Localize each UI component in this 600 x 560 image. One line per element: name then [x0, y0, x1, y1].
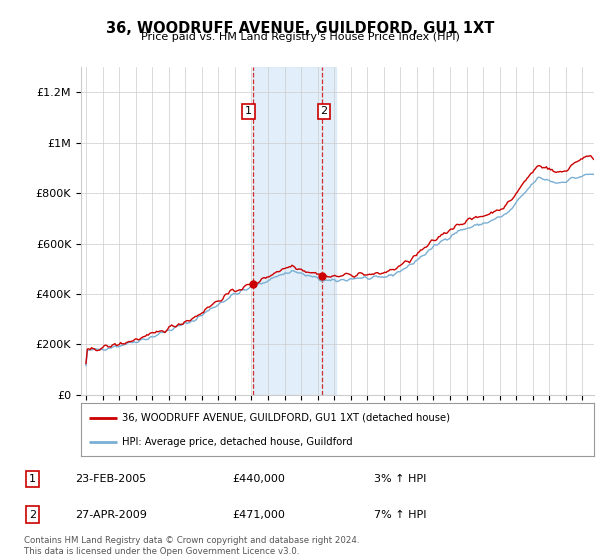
Bar — [253, 67, 335, 395]
Text: Contains HM Land Registry data © Crown copyright and database right 2024.
This d: Contains HM Land Registry data © Crown c… — [24, 536, 359, 556]
Text: £471,000: £471,000 — [233, 510, 286, 520]
Text: £440,000: £440,000 — [233, 474, 286, 484]
Text: 1: 1 — [245, 106, 252, 116]
Text: 3% ↑ HPI: 3% ↑ HPI — [374, 474, 426, 484]
Text: 7% ↑ HPI: 7% ↑ HPI — [374, 510, 426, 520]
Text: 27-APR-2009: 27-APR-2009 — [75, 510, 146, 520]
Text: 2: 2 — [29, 510, 36, 520]
Text: 36, WOODRUFF AVENUE, GUILDFORD, GU1 1XT: 36, WOODRUFF AVENUE, GUILDFORD, GU1 1XT — [106, 21, 494, 36]
Text: HPI: Average price, detached house, Guildford: HPI: Average price, detached house, Guil… — [122, 437, 353, 447]
Text: 23-FEB-2005: 23-FEB-2005 — [75, 474, 146, 484]
Text: 1: 1 — [29, 474, 36, 484]
Text: 36, WOODRUFF AVENUE, GUILDFORD, GU1 1XT (detached house): 36, WOODRUFF AVENUE, GUILDFORD, GU1 1XT … — [122, 413, 450, 423]
Text: 2: 2 — [320, 106, 328, 116]
Text: Price paid vs. HM Land Registry's House Price Index (HPI): Price paid vs. HM Land Registry's House … — [140, 32, 460, 42]
